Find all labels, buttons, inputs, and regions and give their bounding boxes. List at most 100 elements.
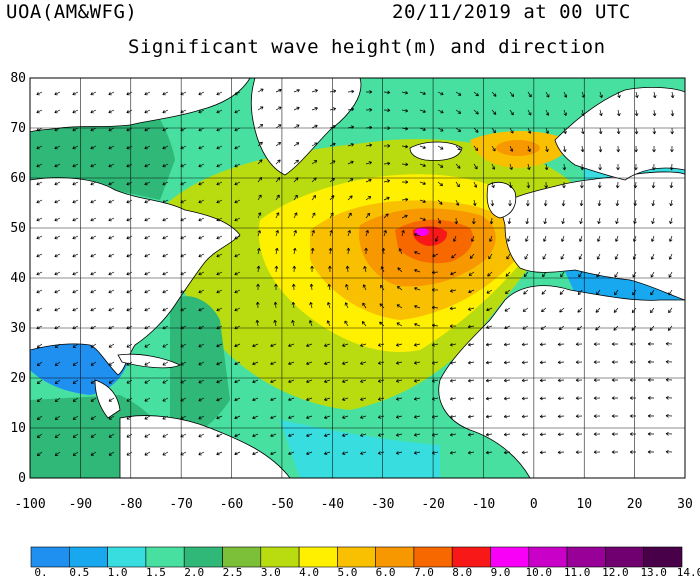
direction-arrow xyxy=(486,289,493,294)
direction-arrow xyxy=(90,397,97,402)
direction-arrow xyxy=(90,181,97,186)
direction-arrow xyxy=(144,451,151,456)
direction-arrow xyxy=(377,433,385,437)
latitude-tick-label: 60 xyxy=(10,171,26,186)
direction-arrow xyxy=(467,342,475,347)
direction-arrow xyxy=(90,451,97,456)
direction-arrow xyxy=(90,217,97,222)
direction-arrow xyxy=(36,343,43,349)
direction-arrow xyxy=(198,253,205,258)
direction-arrow xyxy=(108,289,115,294)
direction-arrow xyxy=(162,289,169,294)
direction-arrow xyxy=(270,433,277,438)
direction-arrow xyxy=(629,432,636,436)
direction-arrow xyxy=(311,194,317,201)
direction-arrow xyxy=(180,253,187,258)
direction-arrow xyxy=(597,181,602,189)
direction-arrow xyxy=(527,145,531,152)
colorbar-swatch xyxy=(451,546,491,568)
direction-arrow xyxy=(162,91,169,96)
direction-arrow xyxy=(629,360,636,364)
direction-arrow xyxy=(380,266,385,273)
direction-arrow xyxy=(126,289,133,294)
direction-arrow xyxy=(54,433,61,438)
central-america xyxy=(94,379,121,419)
colorbar-label: 13.0 xyxy=(640,566,667,577)
direction-arrow xyxy=(347,125,355,129)
direction-arrow xyxy=(597,217,601,225)
direction-arrow xyxy=(306,361,313,366)
direction-arrow xyxy=(650,289,655,296)
direction-arrow xyxy=(126,217,133,222)
direction-arrow xyxy=(108,307,115,312)
direction-arrow xyxy=(216,433,223,438)
direction-arrow xyxy=(347,178,354,183)
direction-arrow xyxy=(257,159,263,165)
direction-arrow xyxy=(578,271,583,278)
direction-arrow xyxy=(270,379,277,384)
direction-arrow xyxy=(504,307,511,312)
direction-arrow xyxy=(162,397,169,402)
wave-height-map: -100 -90 -80 -70 -60 -50 -40 -30 -20 -10 0 10 20 30 0… xyxy=(10,71,692,510)
direction-arrow xyxy=(126,127,133,132)
direction-arrow xyxy=(270,343,277,348)
direction-arrow xyxy=(539,396,547,401)
direction-arrow xyxy=(503,414,511,419)
direction-arrow xyxy=(72,253,79,258)
direction-arrow xyxy=(180,433,187,438)
direction-arrow xyxy=(198,433,205,438)
direction-arrow xyxy=(288,433,295,438)
direction-arrow xyxy=(180,145,187,150)
direction-arrow xyxy=(324,379,331,383)
direction-arrow xyxy=(401,162,409,167)
direction-arrow xyxy=(616,127,621,135)
direction-arrow xyxy=(635,91,639,99)
direction-arrow xyxy=(347,89,355,94)
direction-arrow xyxy=(522,325,529,330)
direction-arrow xyxy=(670,145,674,153)
direction-arrow xyxy=(36,307,43,312)
direction-arrow xyxy=(274,247,279,255)
colorbar-swatches xyxy=(30,546,683,568)
direction-arrow xyxy=(324,415,331,419)
direction-arrow xyxy=(54,361,61,366)
direction-arrow xyxy=(485,414,493,419)
direction-arrow xyxy=(599,109,603,117)
direction-arrow xyxy=(651,199,656,207)
direction-arrow xyxy=(252,343,259,348)
direction-arrow xyxy=(234,145,241,150)
direction-arrow xyxy=(311,107,318,111)
direction-arrow xyxy=(234,217,241,222)
direction-arrow xyxy=(144,343,151,348)
direction-arrow xyxy=(419,181,426,186)
direction-arrow xyxy=(198,397,205,402)
direction-arrow xyxy=(72,307,79,312)
direction-arrow xyxy=(108,325,115,330)
direction-arrow xyxy=(593,414,601,419)
latitude-tick-label: 50 xyxy=(10,221,26,236)
direction-arrow xyxy=(216,253,223,258)
direction-arrow xyxy=(275,212,280,219)
direction-arrow xyxy=(216,307,223,312)
direction-arrow xyxy=(90,271,97,276)
direction-arrow xyxy=(395,415,403,419)
direction-arrow xyxy=(557,360,565,365)
direction-arrow xyxy=(419,109,426,114)
direction-arrow xyxy=(108,415,115,420)
direction-arrow xyxy=(580,163,585,171)
direction-arrow xyxy=(383,143,391,148)
direction-arrow xyxy=(503,396,511,401)
direction-arrow xyxy=(126,109,133,114)
direction-arrow xyxy=(72,127,79,132)
direction-arrow xyxy=(651,181,656,189)
direction-arrow xyxy=(395,433,403,437)
direction-arrow xyxy=(629,396,636,400)
longitude-tick-label: -80 xyxy=(119,497,142,510)
organization-label: UOA(AM&WFG) xyxy=(6,1,138,23)
direction-arrow xyxy=(647,378,655,382)
direction-arrow xyxy=(360,451,367,455)
direction-arrow xyxy=(467,378,475,383)
direction-arrow xyxy=(629,378,636,382)
direction-arrow xyxy=(309,283,314,291)
direction-arrow xyxy=(414,304,421,309)
